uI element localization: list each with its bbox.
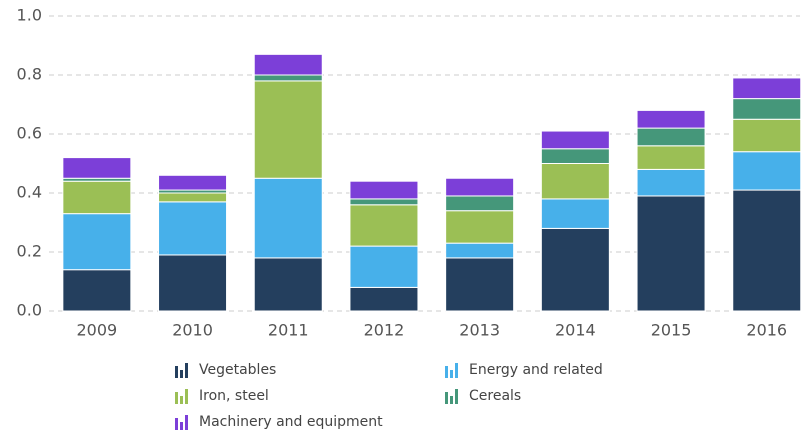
x-tick-label: 2009 (76, 321, 117, 340)
bar-segment (732, 77, 802, 100)
bar-segment (732, 98, 802, 120)
bar-segment (445, 177, 515, 197)
legend-icon (455, 389, 458, 404)
x-tick-label: 2013 (459, 321, 500, 340)
bar-segment (540, 163, 610, 200)
legend-icon (455, 363, 458, 378)
legend-label: Energy and related (469, 362, 603, 378)
legend-label: Cereals (469, 388, 521, 404)
y-tick-label: 0.0 (17, 301, 42, 320)
x-tick-label: 2014 (555, 321, 596, 340)
y-tick-label: 0.6 (17, 124, 42, 143)
x-tick-label: 2010 (172, 321, 213, 340)
legend-icon (450, 396, 453, 404)
legend-icon (185, 415, 188, 430)
bar-segment (349, 245, 419, 288)
bar-segment (253, 80, 323, 179)
legend-icon (180, 422, 183, 430)
bar-segment (445, 195, 515, 212)
bar-segment (732, 189, 802, 312)
bar-segment (540, 148, 610, 164)
legend-icon (175, 366, 178, 378)
bar-segment (349, 180, 419, 200)
bar-segment (62, 269, 132, 312)
y-tick-label: 0.4 (17, 183, 42, 202)
legend-icon (450, 370, 453, 378)
legend-icon (180, 370, 183, 378)
bar-segment (158, 174, 228, 191)
y-tick-label: 0.2 (17, 242, 42, 261)
bar-segment (62, 213, 132, 271)
bar-segment (253, 74, 323, 82)
bar-segment (349, 198, 419, 206)
legend-label: Machinery and equipment (199, 414, 383, 430)
bar-segment (253, 257, 323, 312)
x-tick-label: 2012 (364, 321, 405, 340)
bar-segment (349, 204, 419, 247)
bar-segment (349, 286, 419, 312)
x-tick-label: 2011 (268, 321, 309, 340)
bar-segment (540, 130, 610, 150)
legend-icon (180, 396, 183, 404)
bar-segment (445, 242, 515, 259)
bar-segment (636, 109, 706, 129)
bar-segment (158, 254, 228, 312)
legend-label: Iron, steel (199, 388, 269, 404)
bar-segment (732, 151, 802, 191)
bar-segment (158, 201, 228, 256)
bar-segment (445, 257, 515, 312)
y-tick-label: 0.8 (17, 65, 42, 84)
bar-segment (62, 180, 132, 215)
x-tick-label: 2016 (746, 321, 787, 340)
bar-segment (62, 157, 132, 179)
bar-segment (158, 192, 228, 203)
legend-label: Vegetables (199, 362, 276, 378)
bar-segment (253, 177, 323, 259)
bar-segment (445, 210, 515, 244)
legend-icon (185, 363, 188, 378)
bar-segment (253, 53, 323, 76)
bar-segment (540, 198, 610, 229)
bar-segment (540, 227, 610, 312)
y-tick-label: 1.0 (17, 6, 42, 25)
bar-segment (636, 195, 706, 312)
legend-icon (445, 392, 448, 404)
legend-icon (185, 389, 188, 404)
bar-segment (636, 145, 706, 170)
legend-icon (175, 392, 178, 404)
bar-segment (732, 118, 802, 153)
legend-icon (175, 418, 178, 430)
x-tick-label: 2015 (651, 321, 692, 340)
legend-icon (445, 366, 448, 378)
bar-segment (636, 127, 706, 147)
bar-segment (636, 168, 706, 197)
